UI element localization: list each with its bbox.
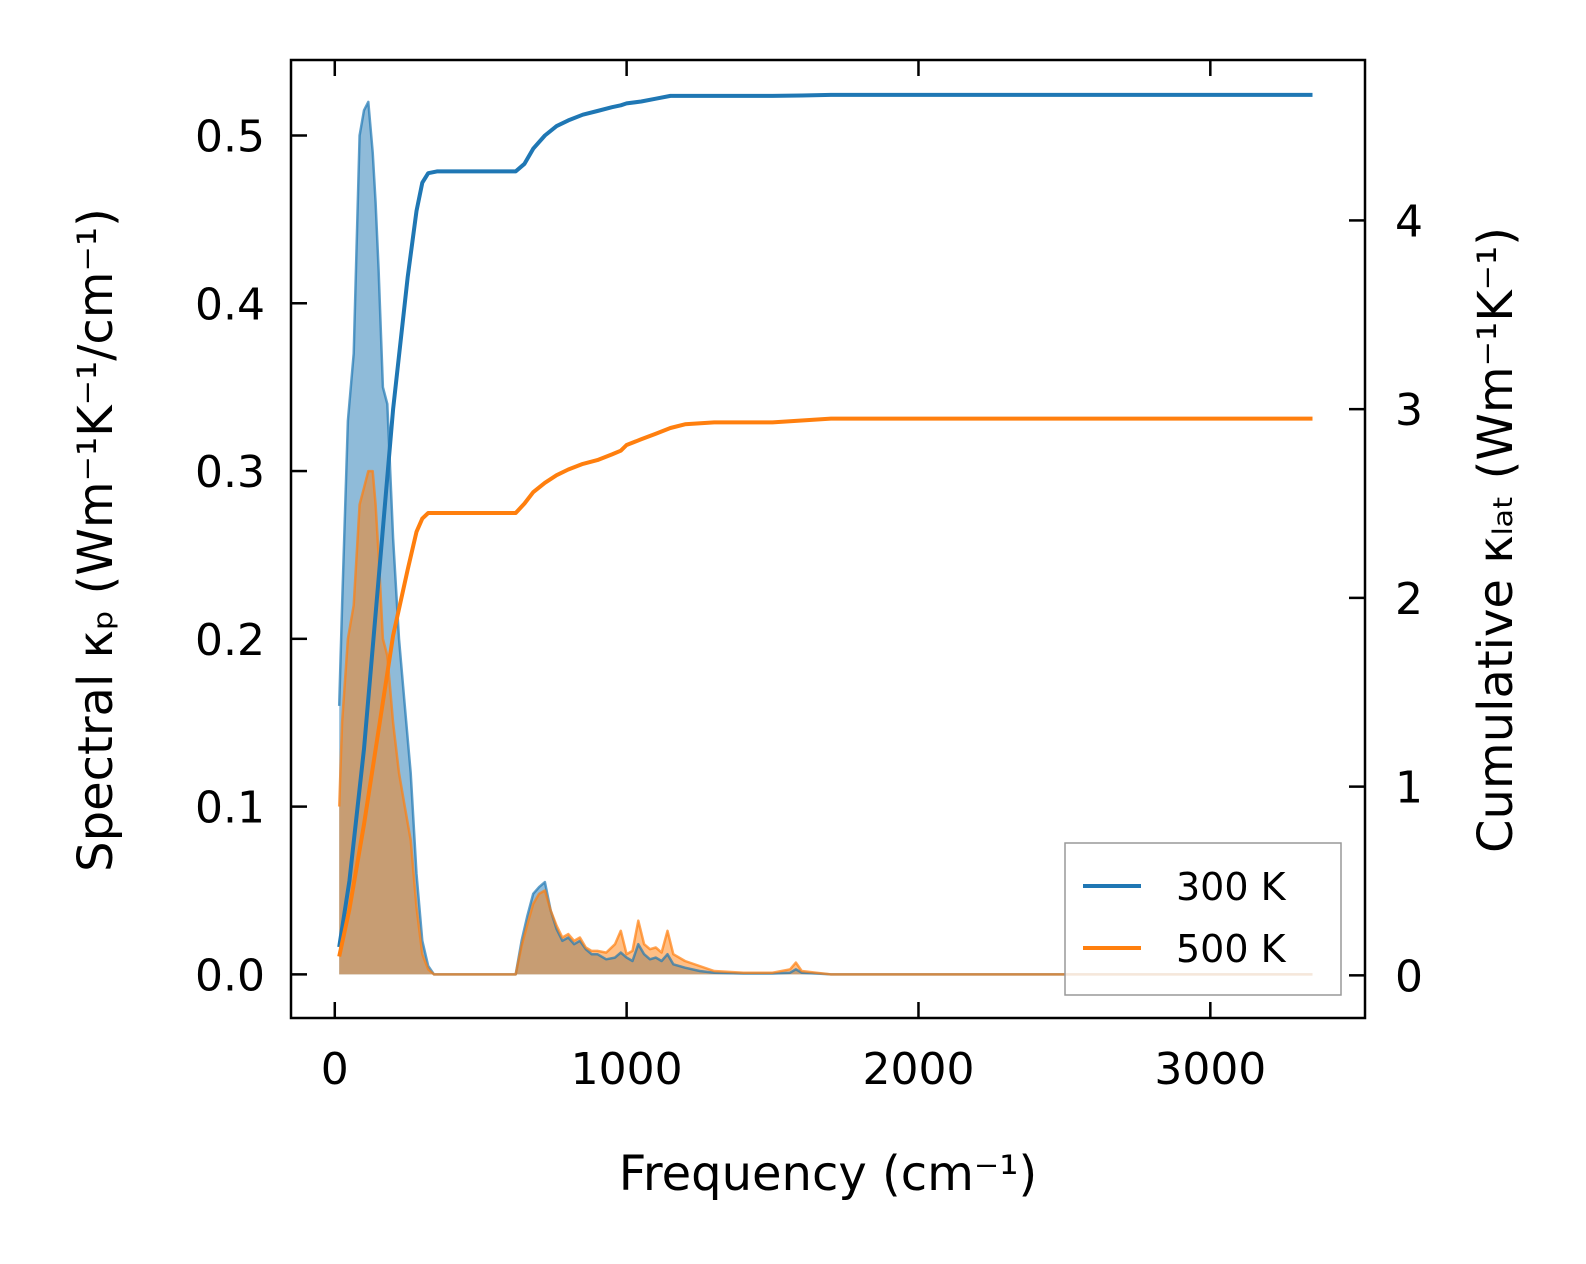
y-tick-label-left: 0.5 — [195, 111, 265, 162]
y-tick-label-left: 0.1 — [195, 783, 265, 834]
y-tick-label-right: 3 — [1395, 385, 1423, 436]
cumulative-lines — [337, 92, 1313, 957]
x-tick-label: 2000 — [862, 1044, 974, 1095]
tick-labels: 0 1000 2000 3000 0.0 0.1 0.2 0.3 0.4 0.5 0 1 2 3 4 — [195, 111, 1423, 1095]
y-tick-label-right: 4 — [1395, 196, 1423, 247]
y-tick-label-right: 1 — [1395, 763, 1423, 814]
legend-label-300k: 300 K — [1176, 865, 1287, 909]
y-tick-label-left: 0.4 — [195, 279, 265, 330]
x-tick-label: 1000 — [571, 1044, 683, 1095]
x-tick-label: 0 — [321, 1044, 349, 1095]
legend: 300 K 500 K — [1064, 842, 1342, 996]
y-tick-label-left: 0.0 — [195, 950, 265, 1001]
x-tick-label: 3000 — [1154, 1044, 1266, 1095]
x-axis-label: Frequency (cm⁻¹) — [619, 1146, 1037, 1202]
cumulative-line-300k — [337, 92, 1313, 948]
legend-label-500k: 500 K — [1176, 927, 1287, 971]
y-tick-label-left: 0.2 — [195, 615, 265, 666]
legend-box — [1064, 842, 1342, 996]
plot-frame — [289, 58, 1367, 1020]
y-axis-label-left: Spectral κₚ (Wm⁻¹K⁻¹/cm⁻¹) — [68, 208, 124, 872]
y-tick-label-right: 0 — [1395, 951, 1423, 1002]
y-axis-label-right: Cumulative κₗₐₜ (Wm⁻¹K⁻¹) — [1468, 227, 1524, 853]
cumulative-line-500k — [337, 416, 1313, 957]
spectral-line-500k — [337, 469, 1313, 976]
axis-ticks — [291, 60, 1365, 1018]
y-tick-label-left: 0.3 — [195, 447, 265, 498]
y-tick-label-right: 2 — [1395, 574, 1423, 625]
spectral-lines — [337, 100, 1313, 976]
